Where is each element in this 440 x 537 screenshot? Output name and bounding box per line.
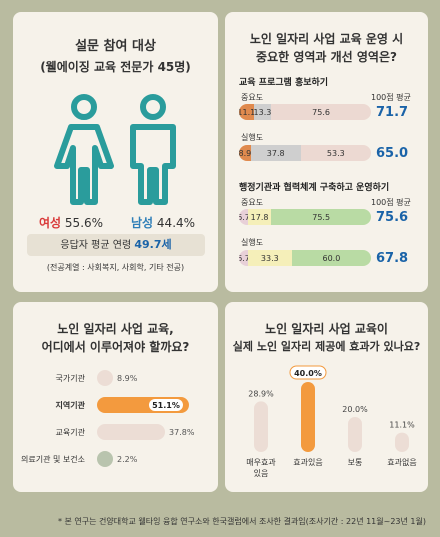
majors-note: (전공계열 : 사회복지, 사회학, 기타 전공) (46, 263, 185, 272)
category-label: 매우효과 (246, 458, 276, 467)
stacked-bar-coop-importance: 6.7 17.8 75.5 (239, 209, 371, 225)
stacked-bar-promo-execution: 8.9 37.8 53.3 (239, 145, 371, 161)
age-box: 응답자 평균 연령 49.7세 (27, 234, 205, 256)
place-title-1: 노인 일자리 사업 교육, (57, 322, 174, 336)
category-label: 효과있음 (293, 457, 322, 467)
value-label: 37.8% (169, 428, 195, 437)
row-label-promo-execution: 실행도 (241, 133, 264, 142)
section-title-promotion: 교육 프로그램 홍보하기 (239, 78, 329, 88)
bar (301, 382, 315, 452)
female-icon (54, 94, 114, 205)
female-pct: 55.6% (64, 216, 104, 230)
row-label-coop-importance: 중요도 (241, 198, 264, 207)
avg-coop-execution: 67.8 (376, 251, 409, 266)
category-label: 의료기관 및 보건소 (21, 454, 85, 464)
survey-panel: 설문 참여 대상 (웰에이징 교육 전문가 45명) 여성 55.6% 남성 4… (13, 12, 218, 292)
stacked-segment: 11.1 (239, 104, 255, 120)
value-label: 20.0% (342, 405, 368, 414)
importance-title-1: 노인 일자리 사업 교육 운영 시 (249, 32, 404, 46)
survey-title: 설문 참여 대상 (75, 39, 156, 54)
section-title-cooperation: 행정기관과 협력체계 구축하고 운영하기 (239, 183, 390, 193)
value-label: 2.2% (117, 455, 138, 464)
place-panel: 노인 일자리 사업 교육, 어디에서 이루어져야 할까요? 국가기관 8.9% 지역… (13, 302, 218, 492)
effect-title-1: 노인 일자리 사업 교육이 (265, 322, 388, 336)
stacked-bar-coop-execution: 6.7 33.3 60.0 (239, 250, 371, 266)
stacked-segment: 60.0 (291, 250, 371, 266)
stacked-segment: 6.7 (239, 209, 250, 225)
male-stat: 남성 44.4% (131, 214, 195, 231)
bar (254, 401, 268, 452)
place-bar-chart: 국가기관 8.9% 지역기관 51.1% 교육기관 37.8% 의료기관 및 보건소 2.2% (21, 370, 195, 467)
male-label: 남성 (131, 216, 154, 230)
female-label: 여성 (39, 216, 62, 230)
value-label: 28.9% (248, 389, 274, 398)
category-label: 효과없음 (387, 458, 416, 467)
row-label-promo-importance: 중요도 (241, 93, 264, 102)
avg-header-2: 100점 평균 (371, 198, 411, 207)
age-value: 49.7세 (134, 238, 172, 251)
stacked-segment: 75.6 (271, 104, 371, 120)
importance-panel: 노인 일자리 사업 교육 운영 시 중요한 영역과 개선 영역은? 교육 프로그… (225, 12, 428, 292)
stacked-segment: 75.5 (271, 209, 371, 225)
bar (395, 432, 409, 452)
effect-panel: 노인 일자리 사업 교육이 실제 노인 일자리 제공에 효과가 있나요? 28.… (225, 302, 428, 492)
survey-subtitle: (웰에이징 교육 전문가 45명) (40, 60, 191, 74)
value-pill (148, 399, 183, 411)
male-pct: 44.4% (156, 216, 196, 230)
category-label: 국가기관 (56, 373, 86, 383)
bar (97, 370, 114, 386)
avg-promo-importance: 71.7 (376, 105, 409, 120)
value-label: 40.0% (294, 369, 322, 378)
value-label: 51.1% (152, 401, 180, 410)
stacked-segment: 37.8 (250, 145, 301, 161)
bar (97, 424, 166, 440)
bar (348, 417, 362, 452)
avg-coop-importance: 75.6 (376, 210, 409, 225)
importance-title-2: 중요한 영역과 개선 영역은? (256, 50, 397, 64)
age-label: 응답자 평균 연령 (60, 240, 132, 251)
bar (97, 451, 113, 467)
effect-title-2: 실제 노인 일자리 제공에 효과가 있나요? (232, 340, 421, 353)
value-label: 8.9% (117, 374, 138, 383)
stacked-segment: 33.3 (247, 250, 292, 266)
stacked-segment: 8.9 (239, 145, 251, 161)
stacked-segment: 13.3 (254, 104, 271, 120)
male-icon (130, 94, 176, 205)
row-label-coop-execution: 실행도 (241, 238, 264, 247)
value-label: 11.1% (389, 421, 415, 430)
value-pill (289, 365, 327, 380)
stacked-segment: 17.8 (247, 209, 272, 225)
category-label: 보통 (348, 458, 363, 467)
category-label: 지역기관 (56, 400, 86, 410)
avg-promo-execution: 65.0 (376, 146, 409, 161)
avg-header-1: 100점 평균 (371, 93, 411, 102)
category-label-line2: 있음 (254, 468, 269, 478)
footnote: * 본 연구는 건양대학교 웰타잉 융합 연구소와 한국갤럽에서 조사한 결과임… (57, 517, 426, 526)
female-stat: 여성 55.6% (39, 214, 103, 231)
stacked-segment: 53.3 (300, 145, 371, 161)
stacked-bar-promo-importance: 11.1 13.3 75.6 (239, 104, 371, 120)
place-title-2: 어디에서 이루어져야 할까요? (41, 340, 190, 354)
stacked-segment: 6.7 (239, 250, 250, 266)
category-label: 교육기관 (56, 427, 86, 437)
